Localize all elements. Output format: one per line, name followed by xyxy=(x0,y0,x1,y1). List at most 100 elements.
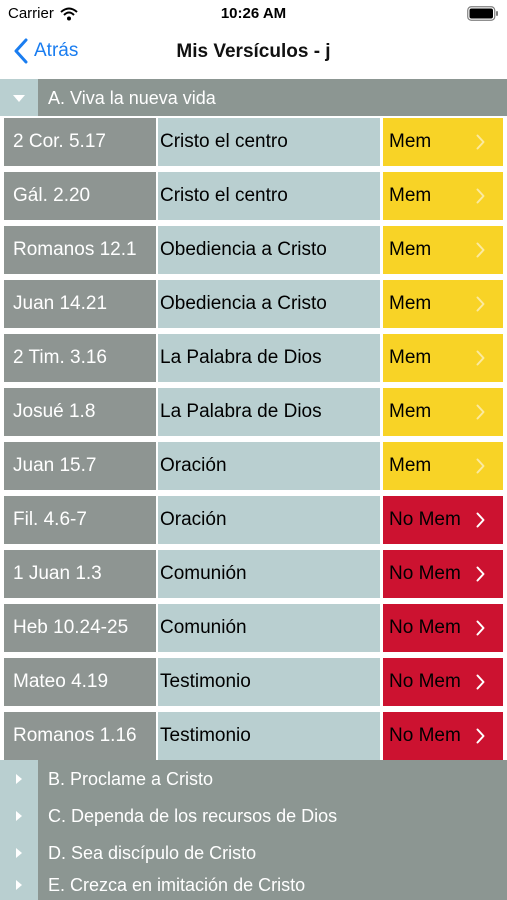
section-title: C. Dependa de los recursos de Dios xyxy=(48,805,338,826)
verse-reference: Heb 10.24-25 xyxy=(4,604,156,652)
verse-row[interactable]: Fil. 4.6-7 Oración No Mem xyxy=(0,494,507,544)
verse-topic: La Palabra de Dios xyxy=(158,388,380,436)
verse-reference: 1 Juan 1.3 xyxy=(4,550,156,598)
verse-topic: Oración xyxy=(158,442,380,490)
verse-reference: Gál. 2.20 xyxy=(4,172,156,220)
status-label: Mem xyxy=(389,131,432,152)
verse-topic: Obediencia a Cristo xyxy=(158,280,380,328)
chevron-right-icon xyxy=(476,188,485,204)
status-label: Mem xyxy=(389,347,432,368)
verse-row[interactable]: 2 Tim. 3.16 La Palabra de Dios Mem xyxy=(0,332,507,382)
verse-row[interactable]: Josué 1.8 La Palabra de Dios Mem xyxy=(0,386,507,436)
section-title: D. Sea discípulo de Cristo xyxy=(48,842,257,863)
verse-reference: Josué 1.8 xyxy=(4,388,156,436)
verse-topic: Obediencia a Cristo xyxy=(158,226,380,274)
section-toggle[interactable] xyxy=(0,79,38,117)
status-badge[interactable]: No Mem xyxy=(383,712,503,760)
status-badge[interactable]: Mem xyxy=(383,280,503,328)
section-header-e[interactable]: E. Crezca en imitación de Cristo xyxy=(0,870,507,900)
verse-reference: Romanos 1.16 xyxy=(4,712,156,760)
status-label: No Mem xyxy=(389,725,461,746)
status-label: No Mem xyxy=(389,617,461,638)
section-toggle[interactable] xyxy=(0,870,38,900)
verse-topic: La Palabra de Dios xyxy=(158,334,380,382)
status-label: Mem xyxy=(389,401,432,422)
chevron-right-icon xyxy=(476,566,485,582)
status-badge[interactable]: No Mem xyxy=(383,604,503,652)
verse-row[interactable]: 2 Cor. 5.17 Cristo el centro Mem xyxy=(0,116,507,166)
section-header-d[interactable]: D. Sea discípulo de Cristo xyxy=(0,834,507,872)
verse-row[interactable]: Heb 10.24-25 Comunión No Mem xyxy=(0,602,507,652)
verse-topic: Cristo el centro xyxy=(158,172,380,220)
section-header-b[interactable]: B. Proclame a Cristo xyxy=(0,760,507,798)
status-bar: Carrier 10:26 AM xyxy=(0,0,507,28)
status-badge[interactable]: Mem xyxy=(383,226,503,274)
triangle-right-icon xyxy=(16,880,22,890)
verse-reference: 2 Cor. 5.17 xyxy=(4,118,156,166)
chevron-right-icon xyxy=(476,458,485,474)
verse-topic: Testimonio xyxy=(158,712,380,760)
status-badge[interactable]: No Mem xyxy=(383,550,503,598)
section-header-c[interactable]: C. Dependa de los recursos de Dios xyxy=(0,797,507,835)
section-title: B. Proclame a Cristo xyxy=(48,768,214,789)
status-time: 10:26 AM xyxy=(220,5,287,22)
status-badge[interactable]: Mem xyxy=(383,442,503,490)
verse-row[interactable]: Mateo 4.19 Testimonio No Mem xyxy=(0,656,507,706)
triangle-right-icon xyxy=(16,811,22,821)
chevron-right-icon xyxy=(476,242,485,258)
verse-row[interactable]: Gál. 2.20 Cristo el centro Mem xyxy=(0,170,507,220)
chevron-right-icon xyxy=(476,350,485,366)
status-label: Mem xyxy=(389,185,432,206)
verse-topic: Comunión xyxy=(158,550,380,598)
battery-icon xyxy=(467,6,498,21)
back-label: Atrás xyxy=(34,40,79,61)
verse-reference: Juan 14.21 xyxy=(4,280,156,328)
section-title: A. Viva la nueva vida xyxy=(48,87,216,108)
section-toggle[interactable] xyxy=(0,834,38,872)
status-badge[interactable]: Mem xyxy=(383,118,503,166)
section-toggle[interactable] xyxy=(0,797,38,835)
chevron-right-icon xyxy=(476,674,485,690)
carrier-info: Carrier xyxy=(8,5,78,22)
status-badge[interactable]: Mem xyxy=(383,334,503,382)
page-title: Mis Versículos - j xyxy=(176,41,331,62)
chevron-left-icon xyxy=(14,38,28,64)
verse-reference: Mateo 4.19 xyxy=(4,658,156,706)
verse-row[interactable]: Juan 14.21 Obediencia a Cristo Mem xyxy=(0,278,507,328)
verse-reference: Juan 15.7 xyxy=(4,442,156,490)
chevron-right-icon xyxy=(476,620,485,636)
triangle-right-icon xyxy=(16,774,22,784)
status-badge[interactable]: No Mem xyxy=(383,496,503,544)
section-title: E. Crezca en imitación de Cristo xyxy=(48,874,306,895)
status-label: No Mem xyxy=(389,509,461,530)
verse-reference: Fil. 4.6-7 xyxy=(4,496,156,544)
verse-row[interactable]: Juan 15.7 Oración Mem xyxy=(0,440,507,490)
chevron-right-icon xyxy=(476,296,485,312)
verse-row[interactable]: Romanos 12.1 Obediencia a Cristo Mem xyxy=(0,224,507,274)
verse-topic: Oración xyxy=(158,496,380,544)
status-label: Mem xyxy=(389,455,432,476)
navigation-bar: Atrás Mis Versículos - j xyxy=(0,28,507,78)
verse-topic: Cristo el centro xyxy=(158,118,380,166)
back-button[interactable]: Atrás xyxy=(14,38,78,64)
verse-topic: Comunión xyxy=(158,604,380,652)
verse-row[interactable]: Romanos 1.16 Testimonio No Mem xyxy=(0,710,507,760)
status-label: No Mem xyxy=(389,563,461,584)
wifi-icon xyxy=(60,7,78,20)
section-header-a[interactable]: A. Viva la nueva vida xyxy=(0,79,507,117)
carrier-label: Carrier xyxy=(8,5,54,22)
status-badge[interactable]: No Mem xyxy=(383,658,503,706)
status-badge[interactable]: Mem xyxy=(383,388,503,436)
section-toggle[interactable] xyxy=(0,760,38,798)
verse-reference: Romanos 12.1 xyxy=(4,226,156,274)
status-label: Mem xyxy=(389,239,432,260)
triangle-right-icon xyxy=(16,848,22,858)
status-label: Mem xyxy=(389,293,432,314)
chevron-right-icon xyxy=(476,728,485,744)
verse-reference: 2 Tim. 3.16 xyxy=(4,334,156,382)
chevron-right-icon xyxy=(476,134,485,150)
verse-row[interactable]: 1 Juan 1.3 Comunión No Mem xyxy=(0,548,507,598)
chevron-right-icon xyxy=(476,404,485,420)
status-badge[interactable]: Mem xyxy=(383,172,503,220)
verse-topic: Testimonio xyxy=(158,658,380,706)
